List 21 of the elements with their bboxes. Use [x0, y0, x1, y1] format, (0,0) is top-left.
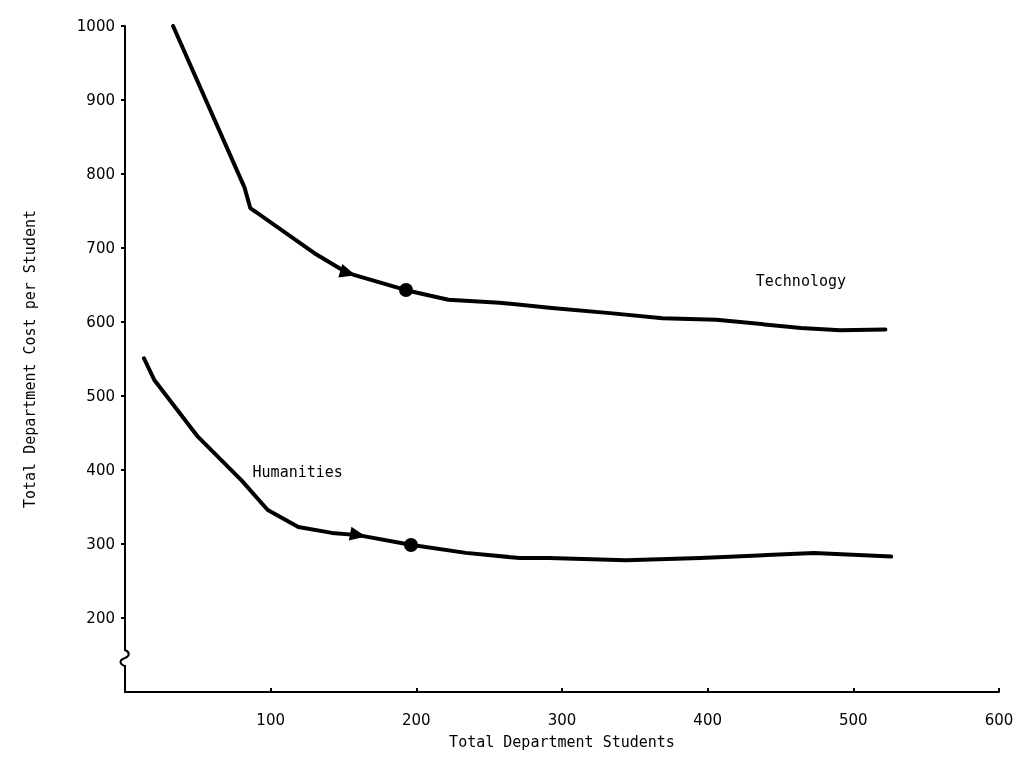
y-tick-label: 400 [86, 461, 115, 479]
x-tick-label: 200 [402, 710, 431, 729]
line-series [171, 24, 888, 333]
x-axis-title: Total Department Students [449, 732, 675, 751]
y-tick-label: 800 [86, 165, 115, 183]
series-label: Humanities [252, 463, 343, 482]
y-tick-label: 700 [86, 239, 115, 257]
text: Technology [755, 272, 847, 291]
y-tick-label: 500 [86, 387, 115, 405]
x-tick-label: 400 [693, 710, 722, 729]
x-tick-label: 100 [256, 710, 285, 729]
y-tick-label: 900 [86, 91, 115, 109]
y-tick-label: 300 [86, 535, 115, 553]
x-tick-label: 600 [984, 710, 1014, 729]
y-tick-label: 1000 [76, 17, 115, 35]
line-series [141, 356, 894, 563]
x-tick-label: 300 [547, 710, 577, 729]
y-tick-label: 600 [86, 313, 115, 331]
x-tick-label: 500 [839, 710, 868, 729]
y-tick-label: 200 [86, 609, 115, 627]
y-axis-title: Total Department Cost per Student [20, 209, 39, 509]
